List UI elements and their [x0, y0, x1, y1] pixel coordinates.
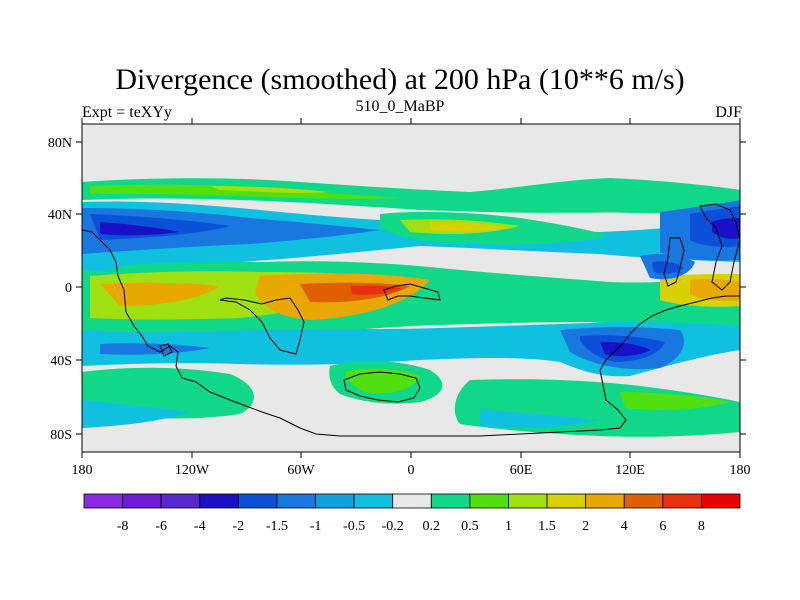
colorbar-label: -2 [233, 519, 245, 534]
colorbar-label: -0.5 [343, 519, 365, 534]
colorbar-label: 1.5 [538, 519, 556, 534]
colorbar-swatch [662, 493, 702, 509]
y-tick-label: 40S [50, 354, 72, 369]
colorbar-swatch [199, 493, 239, 509]
colorbar-label: -4 [194, 519, 206, 534]
contour-band [100, 222, 180, 236]
y-tick-label: 40N [48, 208, 72, 223]
coastline-pacific-island [159, 343, 173, 357]
colorbar-label: 6 [659, 519, 666, 534]
y-tick-label: 80S [50, 428, 72, 443]
contour-band [90, 184, 400, 199]
colorbar-swatch [701, 493, 741, 509]
coastline-americas [82, 229, 740, 437]
colorbar-label: -0.2 [382, 519, 404, 534]
contour-band [620, 392, 730, 410]
colorbar-swatch [623, 493, 664, 509]
colorbar-label: -1.5 [266, 519, 288, 534]
contour-band [82, 255, 130, 271]
x-tick-label: 0 [408, 463, 415, 478]
contour-band [652, 261, 684, 275]
x-tick-label: 60E [510, 463, 533, 478]
colorbar-swatch [315, 493, 355, 509]
coastline-south-america [219, 297, 305, 355]
contour-band [430, 222, 510, 232]
colorbar-label: 0.2 [423, 519, 441, 534]
y-axis: 80N 40N 0 40S 80S [48, 136, 746, 443]
coastline-asia [663, 203, 740, 291]
x-tick-label: 180 [72, 463, 93, 478]
divergence-field [82, 124, 740, 452]
colorbar-label: -8 [117, 519, 129, 534]
contour-band [600, 342, 650, 357]
colorbar-swatch [276, 493, 316, 509]
colorbar-label: 0.5 [461, 519, 479, 534]
coastlines [82, 203, 740, 437]
colorbar-swatch [83, 493, 123, 509]
x-tick-label: 180 [730, 463, 751, 478]
x-tick-label: 120E [615, 463, 645, 478]
colorbar-swatch [160, 493, 201, 509]
colorbar-swatch [392, 493, 432, 509]
contour-band [530, 194, 700, 213]
colorbar-label: 4 [621, 519, 628, 534]
colorbar-swatch [122, 493, 162, 509]
colorbar-swatch [237, 493, 278, 509]
x-tick-label: 60W [287, 463, 315, 478]
run-label: 510_0_MaBP [355, 98, 445, 115]
coastline-africa [383, 283, 441, 301]
contour-band [82, 400, 190, 428]
colorbar-swatch [430, 493, 471, 509]
y-tick-label: 0 [65, 281, 72, 296]
colorbar-swatch [353, 493, 394, 509]
colorbar: -8 -6 -4 -2 -1.5 -1 -0.5 -0.2 0.2 0.5 1 1.5 2 4 6 8 [83, 493, 741, 534]
colorbar-label: 8 [698, 519, 705, 534]
season-label: DJF [715, 104, 742, 121]
colorbar-swatch [508, 493, 548, 509]
contour-band [210, 186, 330, 193]
coastline-antarctic-island [343, 371, 421, 403]
y-tick-label: 80N [48, 136, 72, 151]
colorbar-label: 2 [582, 519, 589, 534]
colorbar-label: -6 [155, 519, 167, 534]
colorbar-swatch [469, 493, 509, 509]
colorbar-swatch [546, 493, 587, 509]
contour-band [100, 282, 220, 306]
colorbar-label: 1 [505, 519, 512, 534]
x-axis: 180 120W 60W 0 60E 120E 180 [72, 118, 751, 478]
experiment-label: Expt = teXYy [82, 104, 172, 121]
colorbar-swatch [585, 493, 625, 509]
contour-band [480, 410, 600, 428]
colorbar-label: -1 [310, 519, 322, 534]
chart-title: Divergence (smoothed) at 200 hPa (10**6 … [115, 63, 685, 96]
x-tick-label: 120W [175, 463, 210, 478]
contour-band [712, 218, 740, 239]
